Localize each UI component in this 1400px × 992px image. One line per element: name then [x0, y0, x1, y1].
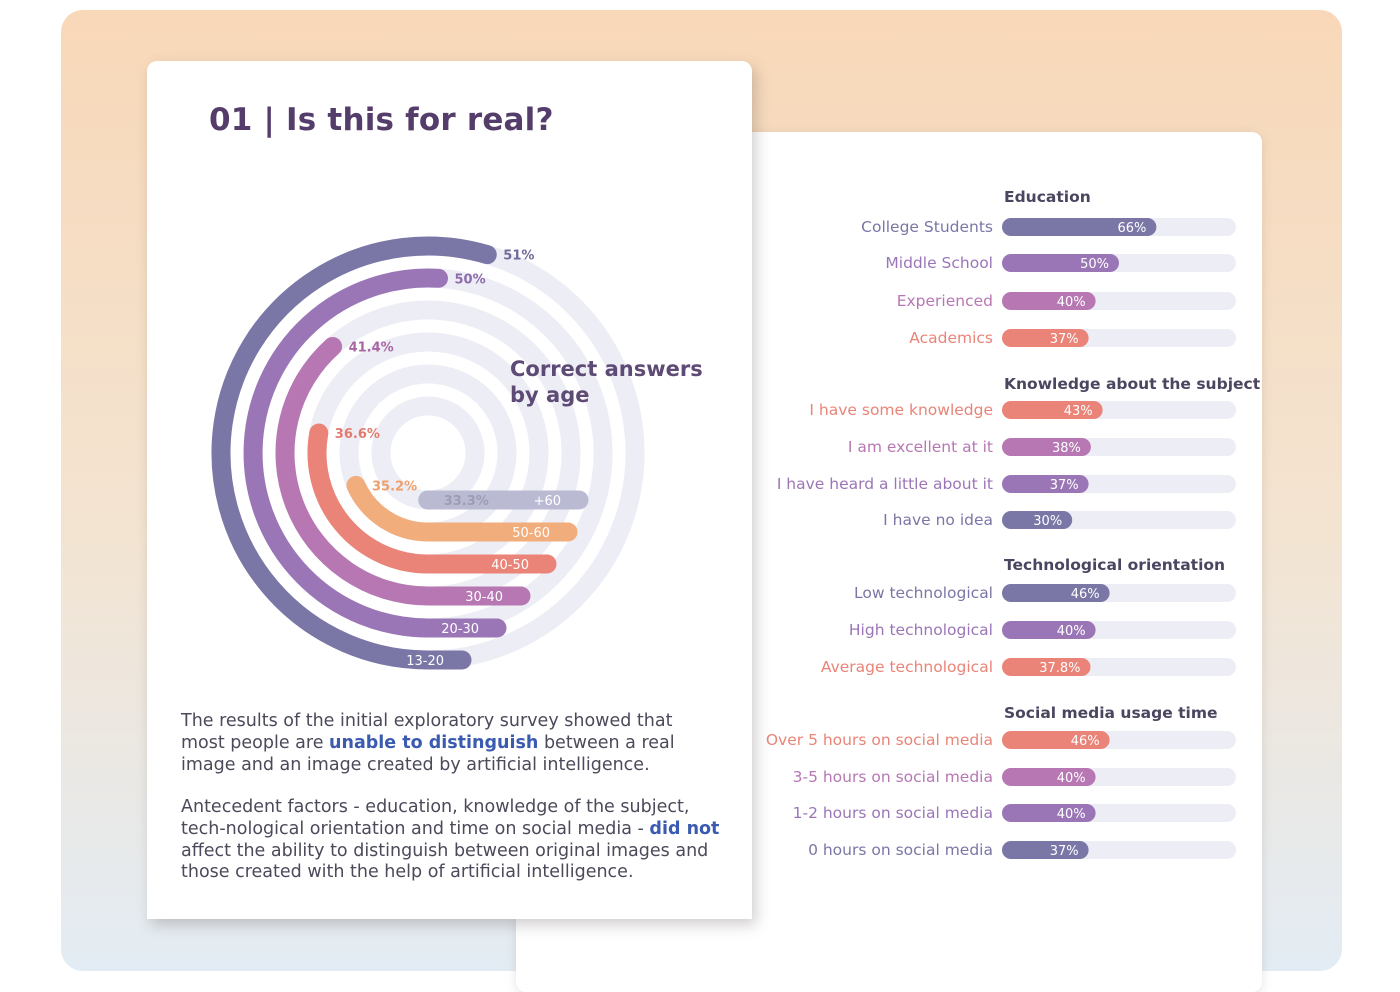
radial-category-label-13-20: 13-20: [406, 654, 444, 669]
radial-category-label-40-50: 40-50: [491, 558, 529, 573]
radial-value-label-60: 33.3%: [444, 494, 489, 509]
bar-category-label-i-have-no-idea: I have no idea: [883, 511, 993, 529]
radial-category-label-30-40: 30-40: [465, 590, 503, 605]
bar-category-label-i-have-some-knowledge: I have some knowledge: [809, 401, 993, 419]
bar-value-label-middle-school: 50%: [1080, 257, 1109, 272]
radial-value-label-20-30: 50%: [455, 272, 486, 287]
radial-chart-title-line1: Correct answers: [510, 356, 703, 382]
bar-value-label-experienced: 40%: [1057, 295, 1086, 310]
radial-category-label-20-30: 20-30: [441, 622, 479, 637]
factors-text-start: Antecedent factors - education, knowledg…: [181, 797, 689, 839]
bar-category-label-i-am-excellent-at-it: I am excellent at it: [848, 438, 993, 456]
bar-value-label-3-5-hours-on-social-media: 40%: [1057, 771, 1086, 786]
bar-category-label-average-technological: Average technological: [821, 658, 993, 676]
bar-value-label-i-have-some-knowledge: 43%: [1064, 404, 1093, 419]
bar-category-label-high-technological: High technological: [849, 621, 993, 639]
summary-paragraph: The results of the initial exploratory s…: [181, 711, 721, 776]
factors-text-end: affect the ability to distinguish betwee…: [181, 841, 708, 883]
bar-value-label-average-technological: 37.8%: [1039, 661, 1080, 676]
bar-value-label-i-am-excellent-at-it: 38%: [1052, 441, 1081, 456]
bar-value-label-academics: 37%: [1050, 332, 1079, 347]
bar-value-label-high-technological: 40%: [1057, 624, 1086, 639]
bar-value-label-i-have-no-idea: 30%: [1033, 514, 1062, 529]
radial-category-label-60: +60: [534, 494, 561, 509]
group-title-education: Education: [1004, 188, 1091, 206]
bar-value-label-college-students: 66%: [1117, 221, 1146, 236]
radial-value-label-50-60: 35.2%: [372, 479, 417, 494]
radial-value-label-13-20: 51%: [503, 249, 534, 264]
bar-category-label-academics: Academics: [909, 329, 993, 347]
bar-category-label-low-technological: Low technological: [854, 584, 993, 602]
bar-value-label-over-5-hours-on-social-media: 46%: [1071, 734, 1100, 749]
group-title-knowledge-about-the-subject: Knowledge about the subject: [1004, 375, 1261, 393]
radial-value-label-40-50: 36.6%: [335, 427, 380, 442]
bar-value-label-0-hours-on-social-media: 37%: [1050, 844, 1079, 859]
radial-category-label-50-60: 50-60: [512, 526, 550, 541]
bar-value-label-i-have-heard-a-little-about-it: 37%: [1050, 478, 1079, 493]
bar-value-label-low-technological: 46%: [1071, 587, 1100, 602]
bar-value-label-1-2-hours-on-social-media: 40%: [1057, 807, 1086, 822]
bar-category-label-middle-school: Middle School: [885, 254, 993, 272]
radial-value-label-30-40: 41.4%: [349, 341, 394, 356]
bar-category-label-college-students: College Students: [861, 218, 993, 236]
bar-category-label-i-have-heard-a-little-about-it: I have heard a little about it: [777, 475, 993, 493]
factors-highlight: did not: [649, 819, 719, 839]
group-title-social-media-usage-time: Social media usage time: [1004, 704, 1218, 722]
bar-category-label-1-2-hours-on-social-media: 1-2 hours on social media: [793, 804, 993, 822]
bar-category-label-experienced: Experienced: [897, 292, 993, 310]
bar-category-label-3-5-hours-on-social-media: 3-5 hours on social media: [793, 768, 993, 786]
bar-category-label-over-5-hours-on-social-media: Over 5 hours on social media: [766, 731, 993, 749]
factors-paragraph: Antecedent factors - education, knowledg…: [181, 797, 721, 884]
summary-highlight: unable to distinguish: [329, 733, 538, 753]
radial-chart-title-line2: by age: [510, 382, 703, 408]
group-title-technological-orientation: Technological orientation: [1004, 556, 1225, 574]
radial-chart-title: Correct answers by age: [510, 356, 703, 408]
bar-category-label-0-hours-on-social-media: 0 hours on social media: [808, 841, 993, 859]
